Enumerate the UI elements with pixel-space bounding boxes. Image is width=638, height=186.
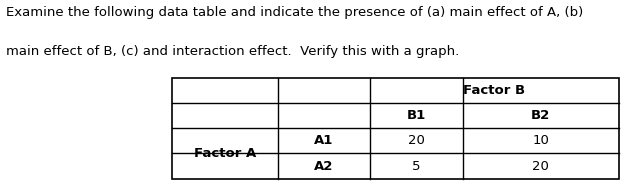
- Text: 20: 20: [408, 134, 425, 147]
- Text: B1: B1: [406, 109, 426, 122]
- Text: Examine the following data table and indicate the presence of (a) main effect of: Examine the following data table and ind…: [6, 6, 584, 19]
- Text: 10: 10: [532, 134, 549, 147]
- Text: A1: A1: [314, 134, 334, 147]
- Text: Factor B: Factor B: [463, 84, 526, 97]
- Text: Factor A: Factor A: [194, 147, 256, 160]
- Text: main effect of B, (c) and interaction effect.  Verify this with a graph.: main effect of B, (c) and interaction ef…: [6, 45, 459, 58]
- Text: A2: A2: [314, 160, 334, 172]
- Bar: [172, 78, 619, 179]
- Text: B2: B2: [531, 109, 551, 122]
- Text: 20: 20: [532, 160, 549, 172]
- Text: 5: 5: [412, 160, 420, 172]
